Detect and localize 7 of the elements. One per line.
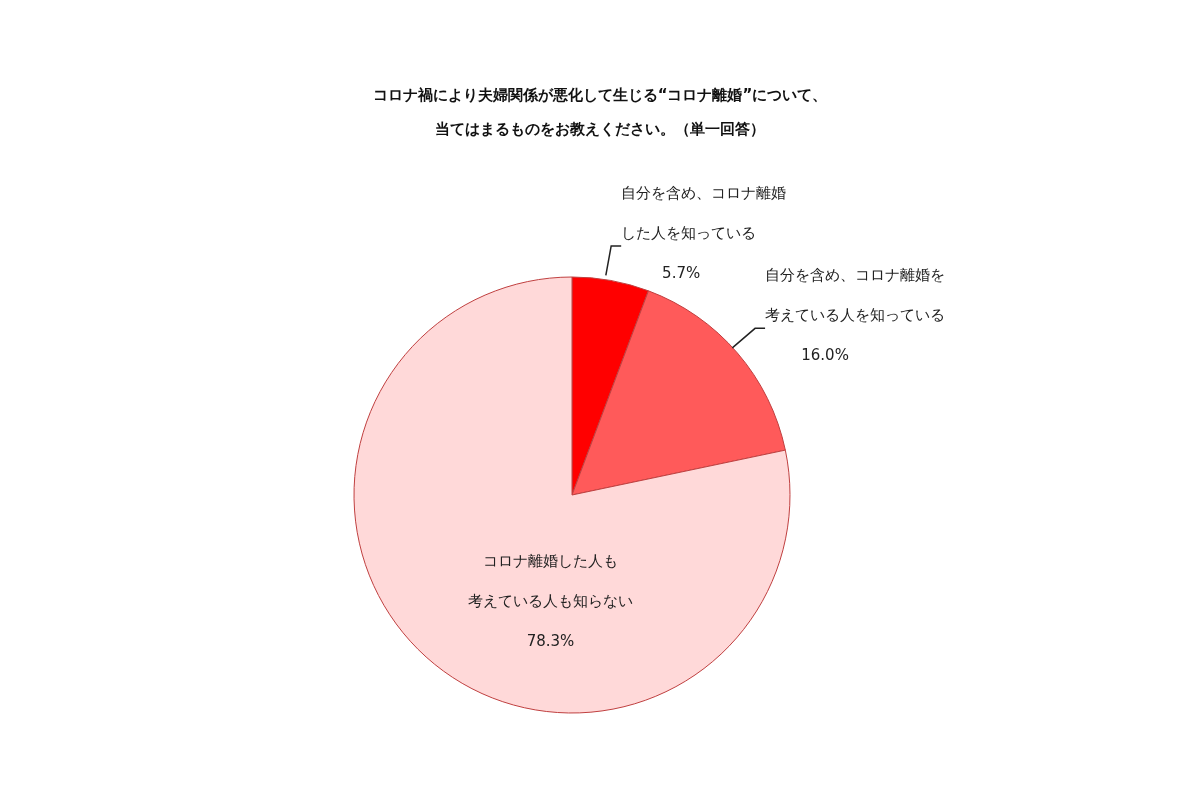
data-label: 78.3% bbox=[526, 632, 575, 651]
category-label: コロナ離婚した人も考えている人も知らない bbox=[468, 552, 634, 611]
chart-title: コロナ禍により夫婦関係が悪化して生じる“コロナ離婚”について、当てはまるものをお教えください。（単一回答） bbox=[371, 85, 829, 140]
category-label: 自分を含め、コロナ離婚を考えている人を知っている bbox=[765, 266, 946, 325]
data-label: 5.7% bbox=[662, 263, 701, 282]
data-label: 16.0% bbox=[801, 346, 849, 365]
category-label: 自分を含め、コロナ離婚した人を知っている bbox=[621, 183, 787, 242]
